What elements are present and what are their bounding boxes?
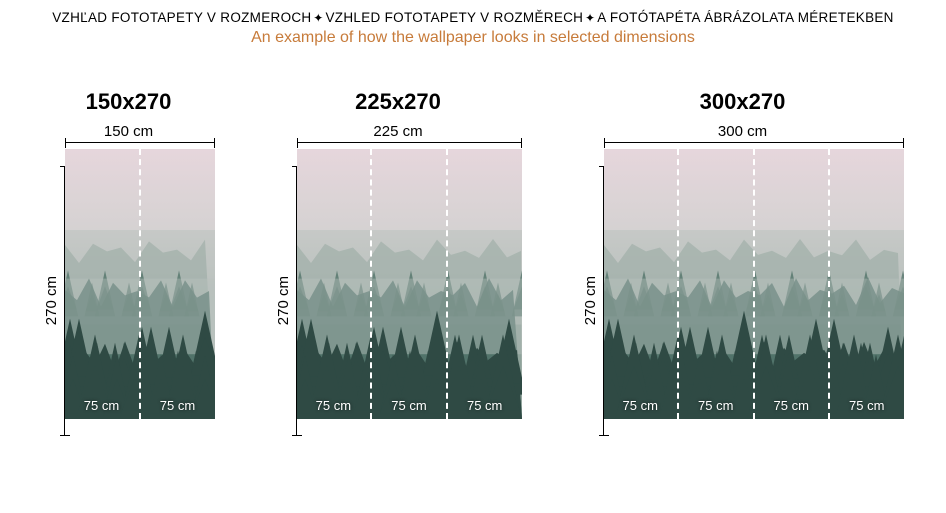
strip-width-label: 75 cm bbox=[604, 398, 678, 413]
header-multilang: VZHĽAD FOTOTAPETY V ROZMEROCH ✦ VZHLED F… bbox=[0, 10, 946, 25]
panel-strip: 75 cm bbox=[297, 149, 373, 419]
strip-width-label: 75 cm bbox=[448, 398, 522, 413]
panel-strip: 75 cm bbox=[448, 149, 522, 419]
strip-width-label: 75 cm bbox=[65, 398, 139, 413]
header-subtitle: An example of how the wallpaper looks in… bbox=[0, 29, 946, 47]
width-label: 300 cm bbox=[718, 123, 767, 140]
height-axis: 270 cm bbox=[275, 166, 297, 436]
panel-strip: 75 cm bbox=[679, 149, 755, 419]
image-column: 75 cm75 cm bbox=[65, 142, 215, 419]
header-seg-cz: VZHLED FOTOTAPETY V ROZMĚRECH bbox=[325, 10, 583, 25]
strip-width-label: 75 cm bbox=[141, 398, 215, 413]
strip-width-label: 75 cm bbox=[679, 398, 753, 413]
strip-width-label: 75 cm bbox=[755, 398, 829, 413]
height-axis: 270 cm bbox=[582, 166, 604, 436]
panel-title: 300x270 bbox=[700, 89, 786, 115]
strip-width-label: 75 cm bbox=[372, 398, 446, 413]
height-label: 270 cm bbox=[43, 276, 60, 325]
panel-strip: 75 cm bbox=[830, 149, 904, 419]
panel-strip: 75 cm bbox=[755, 149, 831, 419]
height-label: 270 cm bbox=[582, 276, 599, 325]
strip-width-label: 75 cm bbox=[297, 398, 371, 413]
figure-row: 270 cm 75 cm75 cm75 cm75 cm bbox=[582, 142, 904, 436]
strip-width-label: 75 cm bbox=[830, 398, 904, 413]
wallpaper-preview: 75 cm75 cm75 cm75 cm bbox=[604, 149, 904, 419]
width-rule bbox=[65, 142, 215, 143]
width-label: 225 cm bbox=[373, 123, 422, 140]
panel-strip: 75 cm bbox=[141, 149, 215, 419]
image-column: 75 cm75 cm75 cm75 cm bbox=[604, 142, 904, 419]
image-column: 75 cm75 cm75 cm bbox=[297, 142, 522, 419]
wallpaper-preview: 75 cm75 cm bbox=[65, 149, 215, 419]
wallpaper-preview: 75 cm75 cm75 cm bbox=[297, 149, 522, 419]
star-icon: ✦ bbox=[311, 11, 325, 25]
figure-row: 270 cm 75 cm75 cm75 cm bbox=[275, 142, 522, 436]
width-label: 150 cm bbox=[104, 123, 153, 140]
panel-title: 150x270 bbox=[86, 89, 172, 115]
header-seg-hu: A FOTÓTAPÉTA ÁBRÁZOLATA MÉRETEKBEN bbox=[597, 10, 894, 25]
panels-container: 150x270150 cm270 cm 75 cm75 cm225x270225… bbox=[0, 89, 946, 436]
panel-strip: 75 cm bbox=[65, 149, 141, 419]
header: VZHĽAD FOTOTAPETY V ROZMEROCH ✦ VZHLED F… bbox=[0, 0, 946, 47]
header-seg-sk: VZHĽAD FOTOTAPETY V ROZMEROCH bbox=[52, 10, 311, 25]
size-panel: 150x270 150 cm 270 cm 75 cm75 cm bbox=[43, 89, 215, 436]
width-rule bbox=[297, 142, 522, 143]
figure-row: 270 cm 75 cm75 cm bbox=[43, 142, 215, 436]
height-label: 270 cm bbox=[275, 276, 292, 325]
width-rule bbox=[604, 142, 904, 143]
panel-strip: 75 cm bbox=[372, 149, 448, 419]
star-icon: ✦ bbox=[583, 11, 597, 25]
panel-strip: 75 cm bbox=[604, 149, 680, 419]
height-axis: 270 cm bbox=[43, 166, 65, 436]
panel-title: 225x270 bbox=[355, 89, 441, 115]
size-panel: 300x270300 cm270 cm 75 cm75 cm75 cm75 cm bbox=[582, 89, 904, 436]
size-panel: 225x270225 cm270 cm 75 cm75 cm75 cm bbox=[275, 89, 522, 436]
